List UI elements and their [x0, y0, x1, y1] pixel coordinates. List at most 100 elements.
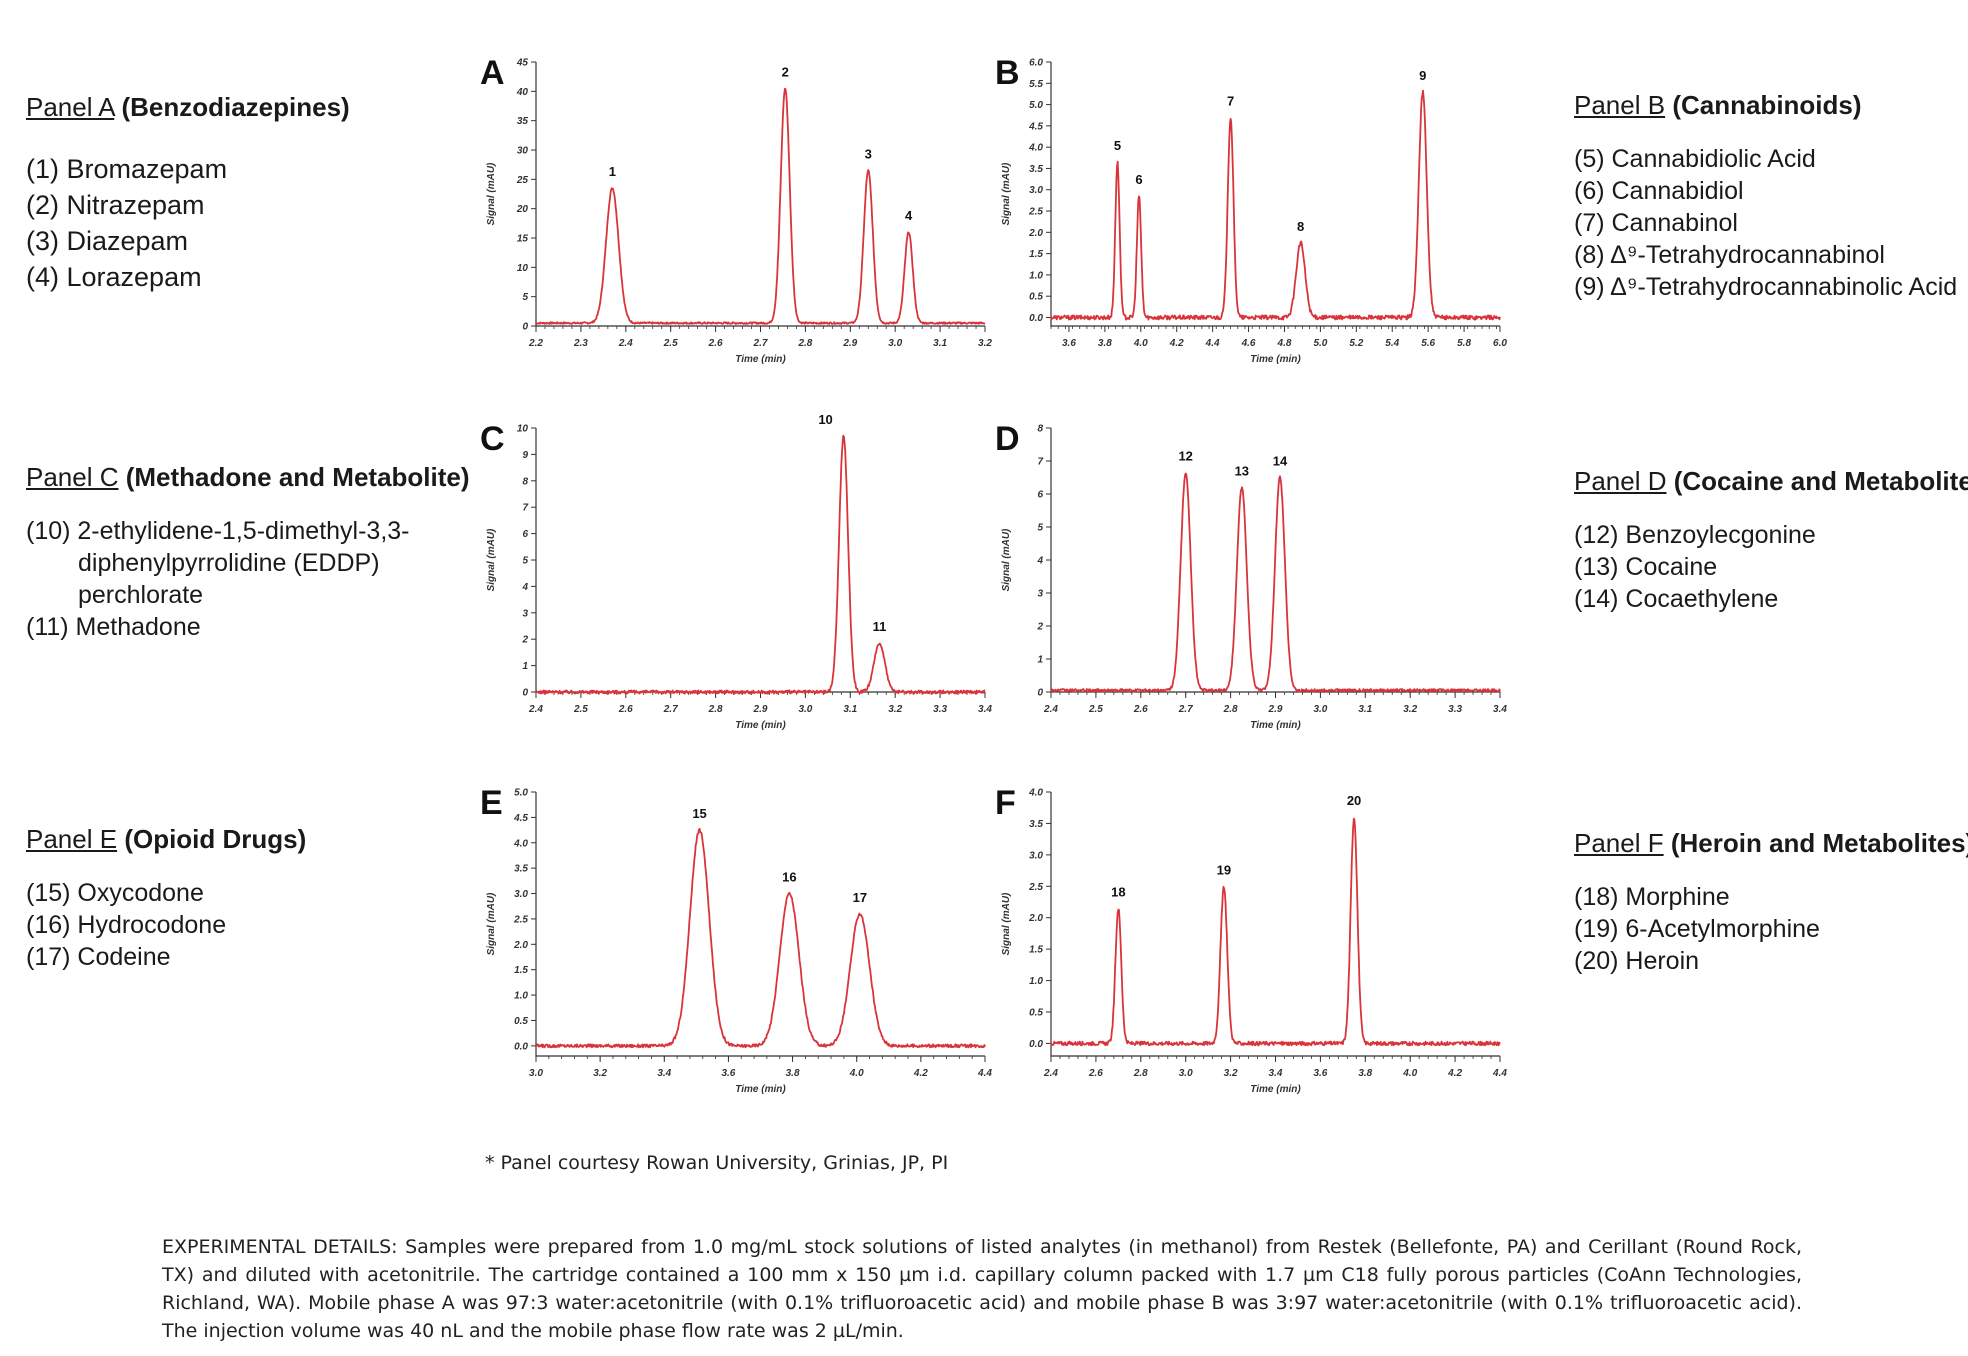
y-tick-label: 20 [516, 204, 529, 215]
chromatogram-trace [535, 87, 986, 325]
list-item: (9) Δ⁹-Tetrahydrocannabinolic Acid [1574, 273, 1958, 301]
x-tick-label: 3.0 [1313, 704, 1327, 715]
x-tick-label: 3.2 [888, 704, 902, 715]
x-axis-title: Time (min) [1250, 720, 1301, 731]
y-tick-label: 0.0 [1029, 1039, 1043, 1050]
y-tick-label: 3.5 [1029, 164, 1043, 175]
y-axis-title: Signal (mAU) [1001, 528, 1012, 591]
x-tick-label: 3.8 [1098, 338, 1112, 349]
list-item: (19) 6-Acetylmorphine [1574, 915, 1820, 943]
x-tick-label: 2.9 [1268, 704, 1283, 715]
x-tick-label: 5.2 [1349, 338, 1363, 349]
x-tick-label: 2.7 [753, 338, 768, 349]
panel-name: Panel B [1574, 90, 1666, 120]
x-tick-label: 2.6 [1088, 1068, 1103, 1079]
list-item: (16) Hydrocodone [26, 911, 227, 939]
legend-panel-d: Panel D (Cocaine and Metabolites) (12) B… [1574, 466, 1968, 615]
list-item: (7) Cannabinol [1574, 209, 1738, 237]
legend-title: Panel B (Cannabinoids) [1574, 90, 1957, 121]
peak-label: 19 [1217, 862, 1231, 877]
y-tick-label: 1.0 [514, 991, 528, 1002]
y-tick-label: 5.5 [1029, 79, 1043, 90]
x-tick-label: 2.9 [753, 704, 768, 715]
x-tick-label: 2.6 [618, 704, 633, 715]
peak-label: 15 [692, 806, 706, 821]
peak-label: 16 [782, 870, 796, 885]
list-item: (14) Cocaethylene [1574, 585, 1779, 613]
y-tick-label: 3 [522, 608, 528, 619]
list-item: (6) Cannabidiol [1574, 177, 1744, 205]
x-tick-label: 3.4 [1493, 704, 1507, 715]
x-axis-title: Time (min) [735, 354, 786, 365]
chromatogram-panel-f: F 0.0 0.5 1.0 1.5 2.0 2.5 3.0 3.5 4.0 2.4 2.6 2.8 3.0… [995, 784, 1507, 1095]
peak-label: 17 [853, 890, 867, 905]
y-tick-label: 1.5 [1029, 945, 1043, 956]
y-tick-label: 4 [521, 582, 528, 593]
y-tick-label: 40 [516, 87, 529, 98]
panel-name: Panel F [1574, 828, 1664, 858]
x-tick-label: 2.3 [573, 338, 588, 349]
experimental-details: EXPERIMENTAL DETAILS: Samples were prepa… [162, 1236, 1802, 1342]
x-tick-label: 3.2 [978, 338, 992, 349]
x-tick-label: 3.8 [786, 1068, 800, 1079]
y-tick-label: 6.0 [1029, 58, 1043, 69]
x-tick-label: 6.0 [1493, 338, 1507, 349]
x-tick-label: 3.0 [888, 338, 902, 349]
chromatogram-trace [1050, 817, 1501, 1047]
y-tick-label: 9 [522, 450, 528, 461]
x-tick-label: 4.0 [849, 1068, 864, 1079]
list-item: (1) Bromazepam [26, 154, 228, 184]
x-tick-label: 2.7 [1178, 704, 1193, 715]
panel-letter: F [995, 784, 1016, 822]
x-tick-label: 2.5 [1088, 704, 1103, 715]
panel-letter: B [995, 54, 1020, 92]
y-tick-label: 1 [522, 661, 528, 672]
y-tick-label: 45 [516, 58, 529, 69]
compound-class: (Methadone and Metabolite) [125, 462, 470, 492]
list-item: (18) Morphine [1574, 883, 1730, 911]
x-tick-label: 2.8 [1133, 1068, 1148, 1079]
peak-label: 18 [1111, 884, 1125, 899]
x-tick-label: 2.7 [663, 704, 678, 715]
peak-label: 6 [1135, 172, 1142, 187]
y-tick-label: 0 [1037, 688, 1043, 699]
panel-letter: D [995, 420, 1020, 458]
x-tick-label: 4.6 [1241, 338, 1256, 349]
list-item: (10) 2-ethylidene-1,5-dimethyl-3,3- [26, 517, 410, 545]
peak-label: 8 [1297, 219, 1304, 234]
x-tick-label: 4.0 [1133, 338, 1148, 349]
y-tick-label: 2.0 [513, 940, 528, 951]
y-tick-label: 15 [517, 234, 529, 245]
y-axis-title: Signal (mAU) [486, 528, 497, 591]
list-item: (5) Cannabidiolic Acid [1574, 145, 1816, 173]
x-tick-label: 4.0 [1402, 1068, 1417, 1079]
x-tick-label: 2.6 [1133, 704, 1148, 715]
x-tick-label: 2.2 [528, 338, 543, 349]
x-tick-label: 3.4 [657, 1068, 671, 1079]
x-tick-label: 3.1 [933, 338, 947, 349]
y-axis-title: Signal (mAU) [486, 162, 497, 225]
list-item: (3) Diazepam [26, 226, 189, 256]
panel-letter: E [480, 784, 503, 822]
y-tick-label: 3.0 [1029, 185, 1043, 196]
list-item: (13) Cocaine [1574, 553, 1718, 581]
panel-name: Panel D [1574, 466, 1667, 496]
y-tick-label: 1 [1037, 655, 1043, 666]
x-tick-label: 3.8 [1358, 1068, 1372, 1079]
x-tick-label: 5.0 [1313, 338, 1327, 349]
y-tick-label: 2 [521, 635, 528, 646]
x-tick-label: 2.8 [1223, 704, 1238, 715]
y-tick-label: 5 [1037, 523, 1043, 534]
x-axis-title: Time (min) [735, 1084, 786, 1095]
y-tick-label: 0 [522, 688, 528, 699]
peak-label: 11 [873, 619, 887, 634]
list-item-continuation: diphenylpyrrolidine (EDDP) [78, 549, 380, 577]
y-tick-label: 1.5 [1029, 249, 1043, 260]
peak-label: 12 [1178, 449, 1192, 464]
x-axis-title: Time (min) [735, 720, 786, 731]
y-tick-label: 5 [522, 556, 528, 567]
y-tick-label: 5.0 [1029, 100, 1043, 111]
x-tick-label: 2.8 [797, 338, 812, 349]
x-axis-title: Time (min) [1250, 354, 1301, 365]
peak-label: 1 [609, 164, 616, 179]
